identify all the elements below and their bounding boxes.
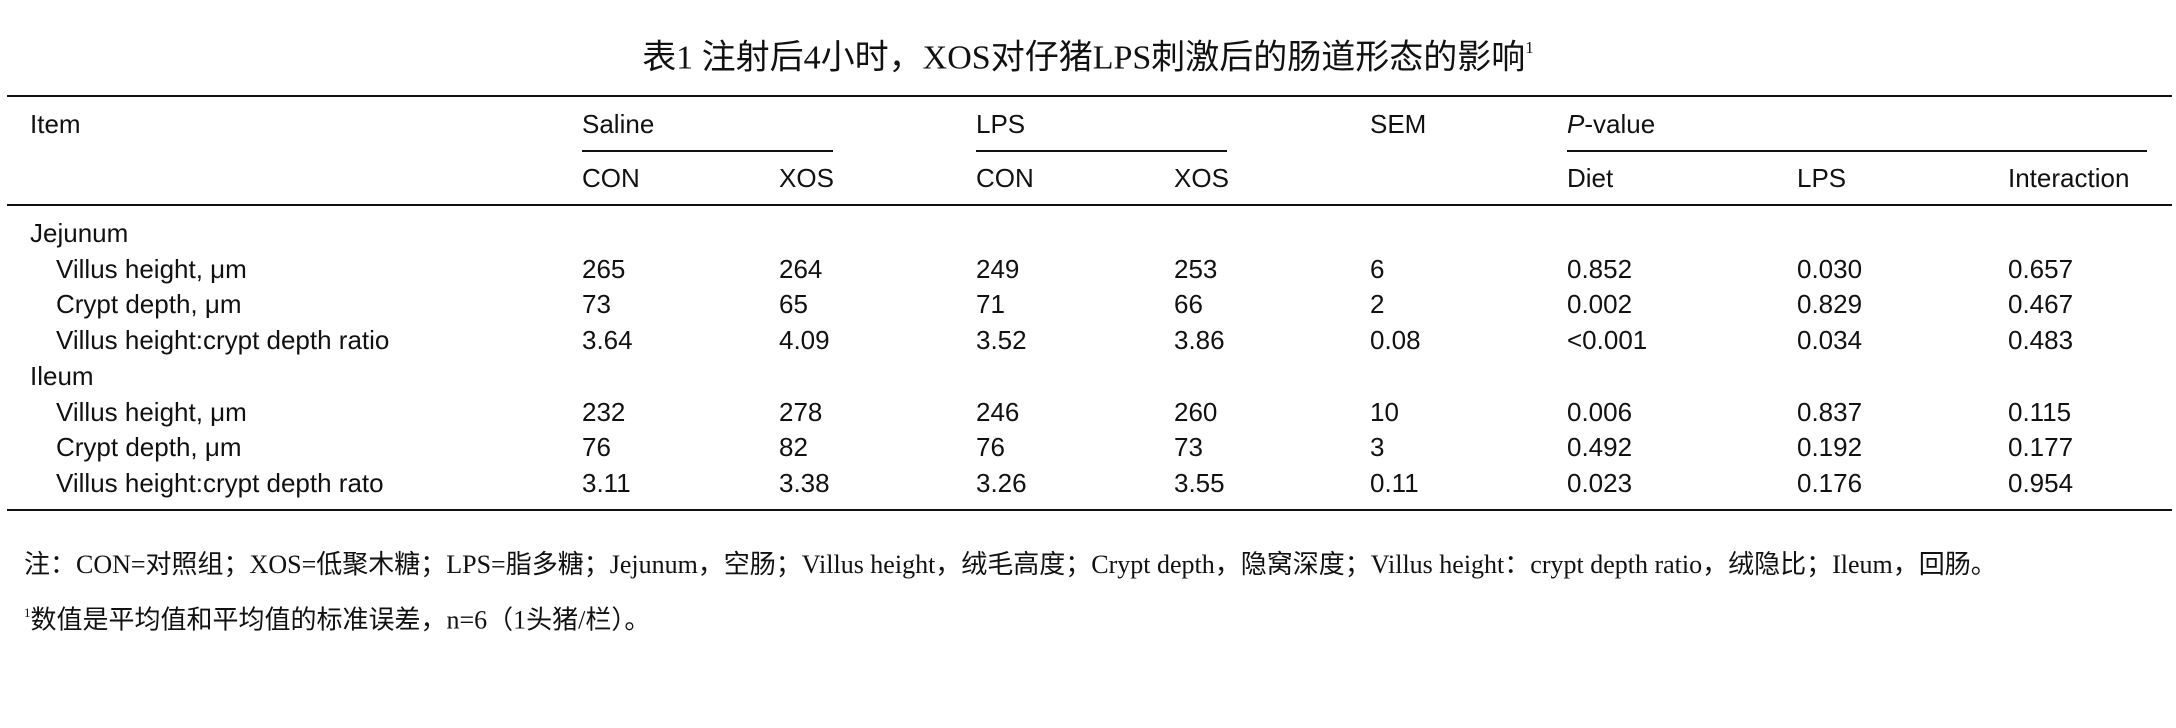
cell: 3.64 [582, 325, 633, 356]
header-sub: CON [582, 163, 640, 193]
header-sub: Diet [1567, 163, 1614, 193]
cell: 71 [976, 289, 1005, 320]
cell: 0.467 [2008, 289, 2074, 320]
header-sub: XOS [779, 163, 834, 193]
header-sub: Interaction [2008, 163, 2130, 193]
bottom-rule [7, 509, 2172, 511]
cell: 3.11 [582, 467, 631, 498]
header-sub: CON [976, 163, 1034, 193]
cell: 73 [582, 289, 611, 320]
footnote-text: 数值是平均值和平均值的标准误差，n=6（1头猪/栏）。 [30, 605, 651, 635]
cell: 2 [1370, 289, 1385, 320]
cell: 260 [1174, 396, 1218, 427]
p-italic: P [1567, 109, 1585, 139]
header-sub: XOS [1174, 163, 1229, 193]
cell: 264 [779, 253, 823, 284]
cell: 66 [1174, 289, 1203, 320]
abbreviations: 注：CON=对照组；XOS=低聚木糖；LPS=脂多糖；Jejunum，空肠；Vi… [24, 550, 1997, 579]
header-item: Item [30, 109, 81, 139]
header-sem: SEM [1370, 109, 1427, 139]
cell: 278 [779, 396, 823, 427]
header-pvalue: P-value [1567, 109, 1655, 139]
cell: 73 [1174, 432, 1203, 463]
cell: 0.837 [1797, 396, 1863, 427]
cell: 6 [1370, 253, 1385, 284]
row-label: Villus height, μm [56, 253, 247, 284]
notes: 注：CON=对照组；XOS=低聚木糖；LPS=脂多糖；Jejunum，空肠；Vi… [24, 541, 2154, 645]
section-name: Jejunum [30, 218, 129, 248]
footnote: 1数值是平均值和平均值的标准误差，n=6（1头猪/栏）。 [24, 589, 2154, 645]
cell: 3.26 [976, 467, 1027, 498]
cell: 0.829 [1797, 289, 1863, 320]
group-rule [582, 150, 833, 152]
section-name: Ileum [30, 360, 94, 391]
row-label: Villus height:crypt depth rato [56, 467, 384, 498]
cell: 0.08 [1370, 325, 1421, 356]
footnote-mark: 1 [24, 605, 31, 620]
cell: 82 [779, 432, 808, 463]
title-sup: 1 [1525, 38, 1534, 57]
title-text: 表1 注射后4小时，XOS对仔猪LPS刺激后的肠道形态的影响 [642, 39, 1526, 77]
group-rule [976, 150, 1227, 152]
cell: 249 [976, 253, 1020, 284]
cell: 10 [1370, 396, 1399, 427]
p-rest: -value [1584, 109, 1656, 139]
cell: 0.954 [2008, 467, 2074, 498]
cell: 0.492 [1567, 432, 1633, 463]
cell: 0.115 [2008, 396, 2072, 427]
cell: 0.030 [1797, 253, 1863, 284]
cell: 65 [779, 289, 808, 320]
cell: 0.176 [1797, 467, 1863, 498]
cell: 265 [582, 253, 626, 284]
cell: 253 [1174, 253, 1218, 284]
header-group: LPS [976, 109, 1026, 139]
cell: <0.001 [1567, 325, 1648, 356]
top-rule [7, 95, 2172, 97]
cell: 4.09 [779, 325, 830, 356]
cell: 3.86 [1174, 325, 1225, 356]
cell: 0.852 [1567, 253, 1633, 284]
cell: 246 [976, 396, 1020, 427]
row-label: Villus height:crypt depth ratio [56, 325, 390, 356]
row-label: Crypt depth, μm [56, 289, 242, 320]
header-sub: LPS [1797, 163, 1847, 193]
group-rule [1567, 150, 2147, 152]
row-label: Villus height, μm [56, 396, 247, 427]
cell: 0.006 [1567, 396, 1633, 427]
cell: 0.023 [1567, 467, 1633, 498]
cell: 3.55 [1174, 467, 1225, 498]
cell: 0.002 [1567, 289, 1633, 320]
table-title: 表1 注射后4小时，XOS对仔猪LPS刺激后的肠道形态的影响1 [0, 28, 2176, 78]
cell: 0.034 [1797, 325, 1863, 356]
cell: 3 [1370, 432, 1385, 463]
cell: 0.11 [1370, 467, 1419, 498]
header-group: Saline [582, 109, 655, 139]
row-label: Crypt depth, μm [56, 432, 242, 463]
cell: 3.38 [779, 467, 830, 498]
cell: 76 [582, 432, 611, 463]
cell: 0.657 [2008, 253, 2074, 284]
cell: 0.192 [1797, 432, 1863, 463]
cell: 3.52 [976, 325, 1027, 356]
cell: 76 [976, 432, 1005, 463]
cell: 232 [582, 396, 626, 427]
cell: 0.483 [2008, 325, 2074, 356]
header-rule [7, 204, 2172, 206]
cell: 0.177 [2008, 432, 2074, 463]
